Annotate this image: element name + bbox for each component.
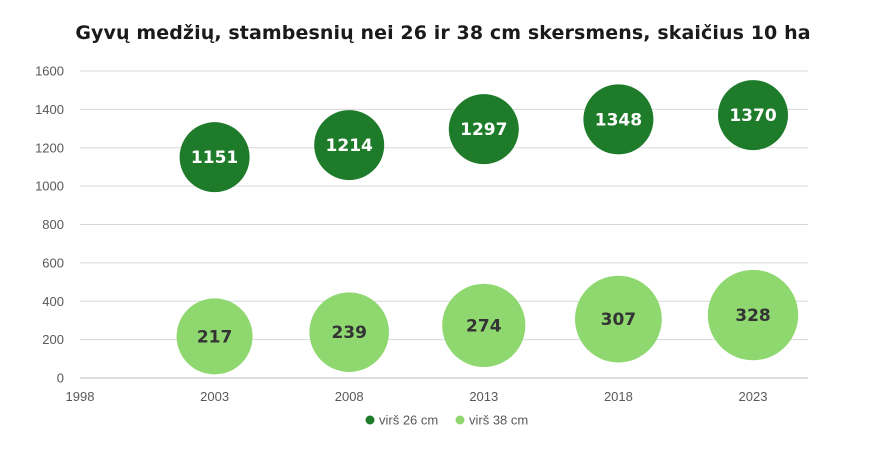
y-tick-label: 200 (42, 332, 64, 347)
x-tick-label: 2023 (739, 389, 768, 404)
data-label: 274 (466, 316, 502, 336)
data-label: 328 (735, 306, 771, 326)
y-tick-label: 600 (42, 255, 64, 270)
x-tick-label: 1998 (66, 389, 95, 404)
y-tick-label: 1000 (35, 179, 64, 194)
data-point-series2 (707, 269, 799, 361)
y-tick-label: 400 (42, 294, 64, 309)
data-point-series1 (718, 80, 788, 151)
data-point-series1 (448, 94, 519, 165)
data-point-series1 (583, 84, 654, 155)
data-point-series2 (442, 283, 526, 368)
legend-label: virš 38 cm (469, 413, 528, 428)
y-tick-label: 0 (57, 371, 64, 386)
x-tick-label: 2003 (200, 389, 229, 404)
legend-marker (365, 415, 375, 425)
y-tick-label: 800 (42, 217, 64, 232)
y-tick-label: 1200 (35, 140, 64, 155)
legend-marker (455, 415, 465, 425)
legend-label: virš 26 cm (379, 413, 438, 428)
data-label: 239 (331, 323, 367, 343)
x-tick-label: 2018 (604, 389, 633, 404)
data-label: 1348 (595, 110, 642, 130)
x-tick-label: 2013 (469, 389, 498, 404)
data-point-series1 (179, 122, 250, 193)
data-label: 1370 (729, 106, 776, 126)
data-point-series2 (176, 298, 253, 375)
data-label: 217 (197, 327, 233, 347)
chart-title: Gyvų medžių, stambesnių nei 26 ir 38 cm … (75, 22, 811, 44)
data-label: 1151 (191, 148, 238, 168)
data-point-series2 (309, 292, 390, 372)
data-label: 1214 (326, 136, 373, 156)
data-label: 307 (601, 310, 637, 330)
y-tick-label: 1600 (35, 64, 64, 79)
y-tick-label: 1400 (35, 102, 64, 117)
data-point-series2 (575, 275, 662, 363)
data-label: 1297 (460, 120, 507, 140)
data-point-series1 (314, 110, 385, 181)
x-tick-label: 2008 (335, 389, 364, 404)
